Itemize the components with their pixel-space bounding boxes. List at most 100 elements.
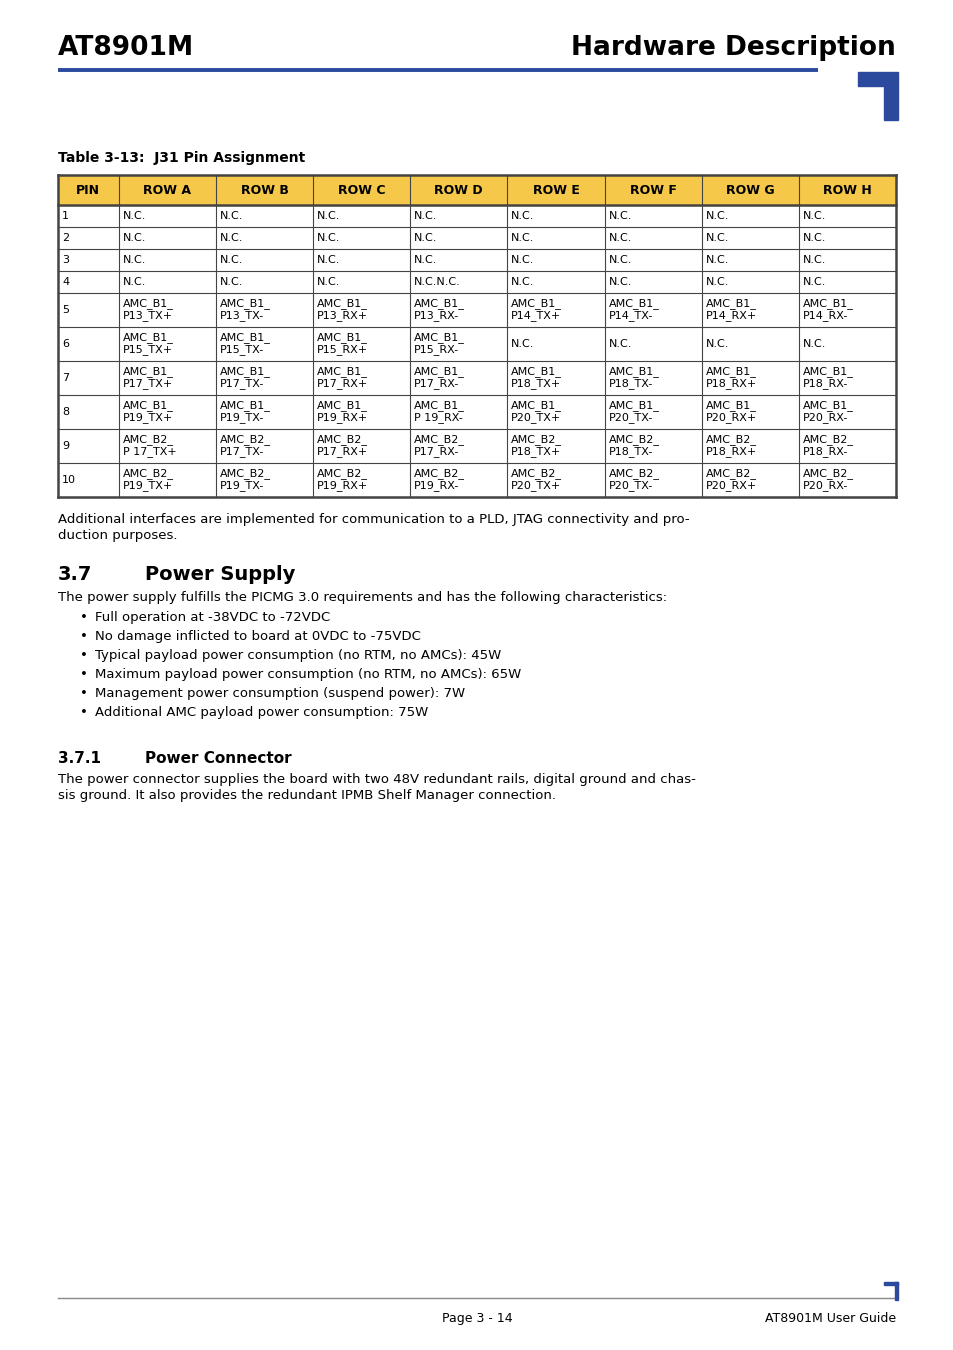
Text: Table 3-13:  J31 Pin Assignment: Table 3-13: J31 Pin Assignment (58, 151, 305, 165)
Text: 3.7.1: 3.7.1 (58, 751, 101, 765)
Text: ROW C: ROW C (337, 184, 385, 197)
Text: PIN: PIN (76, 184, 100, 197)
Text: P19_TX+: P19_TX+ (123, 413, 172, 424)
Text: AMC_B1_: AMC_B1_ (414, 367, 465, 378)
Text: P15_RX+: P15_RX+ (316, 344, 368, 355)
Text: N.C.: N.C. (608, 339, 631, 350)
Text: AMC_B1_: AMC_B1_ (802, 367, 853, 378)
Text: AMC_B1_: AMC_B1_ (219, 298, 271, 309)
Text: Power Supply: Power Supply (145, 566, 295, 585)
Text: P13_TX-: P13_TX- (219, 310, 264, 321)
Text: 6: 6 (62, 339, 69, 350)
Text: ROW D: ROW D (434, 184, 482, 197)
Text: N.C.: N.C. (414, 211, 437, 221)
Text: N.C.: N.C. (802, 211, 825, 221)
Text: AMC_B1_: AMC_B1_ (608, 401, 659, 412)
Text: N.C.: N.C. (219, 255, 243, 265)
Text: AMC_B2_: AMC_B2_ (705, 468, 756, 479)
Text: N.C.: N.C. (511, 234, 535, 243)
Text: AT8901M User Guide: AT8901M User Guide (764, 1312, 895, 1324)
Text: AMC_B2_: AMC_B2_ (705, 435, 756, 446)
Text: 2: 2 (62, 234, 69, 243)
Text: N.C.: N.C. (123, 255, 146, 265)
Text: P18_RX-: P18_RX- (802, 447, 847, 458)
Text: N.C.: N.C. (219, 234, 243, 243)
Text: ROW G: ROW G (725, 184, 774, 197)
Text: P17_RX+: P17_RX+ (316, 447, 368, 458)
Text: P15_TX-: P15_TX- (219, 344, 264, 355)
Bar (883, 86, 897, 120)
Text: AMC_B1_: AMC_B1_ (414, 298, 465, 309)
Text: AMC_B1_: AMC_B1_ (414, 332, 465, 343)
Text: AMC_B1_: AMC_B1_ (219, 332, 271, 343)
Text: P17_RX-: P17_RX- (414, 378, 459, 389)
Text: Typical payload power consumption (no RTM, no AMCs): 45W: Typical payload power consumption (no RT… (95, 649, 500, 662)
Text: N.C.N.C.: N.C.N.C. (414, 277, 460, 288)
Text: sis ground. It also provides the redundant IPMB Shelf Manager connection.: sis ground. It also provides the redunda… (58, 788, 556, 802)
Text: AMC_B1_: AMC_B1_ (511, 401, 561, 412)
Text: ROW F: ROW F (629, 184, 676, 197)
Bar (58, 293, 895, 327)
Text: AMC_B1_: AMC_B1_ (123, 401, 173, 412)
Text: N.C.: N.C. (705, 234, 728, 243)
Text: P20_TX-: P20_TX- (608, 413, 652, 424)
Text: 4: 4 (62, 277, 69, 288)
Text: P18_RX+: P18_RX+ (705, 378, 756, 389)
Text: ROW B: ROW B (240, 184, 288, 197)
Text: P17_RX-: P17_RX- (414, 447, 459, 458)
Text: N.C.: N.C. (511, 277, 535, 288)
Text: N.C.: N.C. (705, 277, 728, 288)
Text: P17_RX+: P17_RX+ (316, 378, 368, 389)
Text: AMC_B2_: AMC_B2_ (802, 468, 853, 479)
Text: AMC_B2_: AMC_B2_ (511, 468, 561, 479)
Text: AMC_B1_: AMC_B1_ (705, 367, 756, 378)
Text: N.C.: N.C. (608, 234, 631, 243)
Text: P19_TX-: P19_TX- (219, 481, 264, 491)
Text: •: • (80, 687, 88, 701)
Text: AMC_B1_: AMC_B1_ (802, 298, 853, 309)
Text: N.C.: N.C. (123, 234, 146, 243)
Text: N.C.: N.C. (316, 255, 340, 265)
Text: AMC_B2_: AMC_B2_ (802, 435, 853, 446)
Text: AMC_B1_: AMC_B1_ (316, 401, 368, 412)
Text: N.C.: N.C. (705, 211, 728, 221)
Text: N.C.: N.C. (414, 234, 437, 243)
Text: AMC_B1_: AMC_B1_ (608, 367, 659, 378)
Bar (58, 176, 895, 205)
Text: N.C.: N.C. (608, 211, 631, 221)
Text: •: • (80, 630, 88, 643)
Text: P18_TX-: P18_TX- (608, 447, 652, 458)
Text: 3: 3 (62, 255, 69, 265)
Text: P19_RX-: P19_RX- (414, 481, 459, 491)
Text: N.C.: N.C. (802, 255, 825, 265)
Text: AMC_B1_: AMC_B1_ (608, 298, 659, 309)
Text: AMC_B1_: AMC_B1_ (316, 367, 368, 378)
Text: N.C.: N.C. (219, 211, 243, 221)
Bar (857, 72, 897, 86)
Text: •: • (80, 668, 88, 680)
Text: AMC_B1_: AMC_B1_ (802, 401, 853, 412)
Text: P20_RX-: P20_RX- (802, 481, 847, 491)
Text: N.C.: N.C. (316, 234, 340, 243)
Text: P15_TX+: P15_TX+ (123, 344, 172, 355)
Bar (58, 463, 895, 497)
Text: 8: 8 (62, 406, 69, 417)
Text: AMC_B2_: AMC_B2_ (511, 435, 561, 446)
Text: AMC_B1_: AMC_B1_ (123, 298, 173, 309)
Text: 10: 10 (62, 475, 76, 485)
Text: P17_TX-: P17_TX- (219, 378, 264, 389)
Text: No damage inflicted to board at 0VDC to -75VDC: No damage inflicted to board at 0VDC to … (95, 630, 420, 643)
Text: Maximum payload power consumption (no RTM, no AMCs): 65W: Maximum payload power consumption (no RT… (95, 668, 520, 680)
Text: P20_TX+: P20_TX+ (511, 413, 561, 424)
Text: N.C.: N.C. (705, 255, 728, 265)
Text: P14_TX-: P14_TX- (608, 310, 652, 321)
Text: P13_RX+: P13_RX+ (316, 310, 368, 321)
Text: Power Connector: Power Connector (145, 751, 292, 765)
Text: P 19_RX-: P 19_RX- (414, 413, 462, 424)
Text: N.C.: N.C. (608, 255, 631, 265)
Text: N.C.: N.C. (123, 211, 146, 221)
Text: N.C.: N.C. (316, 277, 340, 288)
Text: AMC_B1_: AMC_B1_ (511, 367, 561, 378)
Bar (894, 1282, 897, 1300)
Text: AMC_B2_: AMC_B2_ (608, 468, 659, 479)
